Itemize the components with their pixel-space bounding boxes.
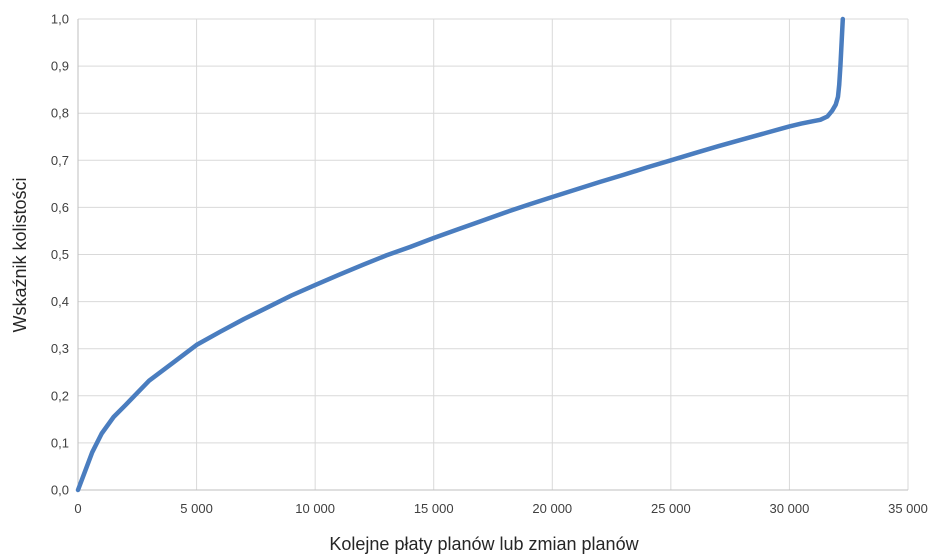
axes bbox=[77, 19, 908, 491]
y-tick-labels: 0,0 0,1 0,2 0,3 0,4 0,5 0,6 0,7 0,8 0,9 1,0 bbox=[51, 12, 69, 498]
x-tick-labels: 0 5 000 10 000 15 000 20 000 25 000 30 000 35 0… bbox=[74, 501, 928, 516]
series-line bbox=[75, 16, 846, 493]
y-axis-title: Wskaźnik kolistości bbox=[10, 177, 30, 332]
y-tick-label: 0,3 bbox=[51, 341, 69, 356]
x-axis-title: Kolejne płaty planów lub zmian planów bbox=[329, 534, 639, 554]
x-tick-label: 20 000 bbox=[532, 501, 572, 516]
x-tick-label: 10 000 bbox=[295, 501, 335, 516]
y-tick-label: 0,6 bbox=[51, 200, 69, 215]
y-tick-label: 0,1 bbox=[51, 435, 69, 450]
x-tick-label: 30 000 bbox=[770, 501, 810, 516]
x-tick-label: 25 000 bbox=[651, 501, 691, 516]
y-tick-label: 0,0 bbox=[51, 483, 69, 498]
grid-lines bbox=[78, 18, 909, 490]
x-tick-label: 0 bbox=[74, 501, 81, 516]
x-tick-label: 5 000 bbox=[180, 501, 213, 516]
y-tick-label: 0,5 bbox=[51, 247, 69, 262]
y-tick-label: 0,8 bbox=[51, 106, 69, 121]
x-tick-label: 35 000 bbox=[888, 501, 928, 516]
y-tick-label: 0,4 bbox=[51, 294, 69, 309]
y-tick-label: 0,2 bbox=[51, 388, 69, 403]
x-tick-label: 15 000 bbox=[414, 501, 454, 516]
plot-area bbox=[75, 16, 846, 493]
y-tick-label: 1,0 bbox=[51, 12, 69, 27]
y-tick-label: 0,9 bbox=[51, 59, 69, 74]
y-tick-label: 0,7 bbox=[51, 153, 69, 168]
